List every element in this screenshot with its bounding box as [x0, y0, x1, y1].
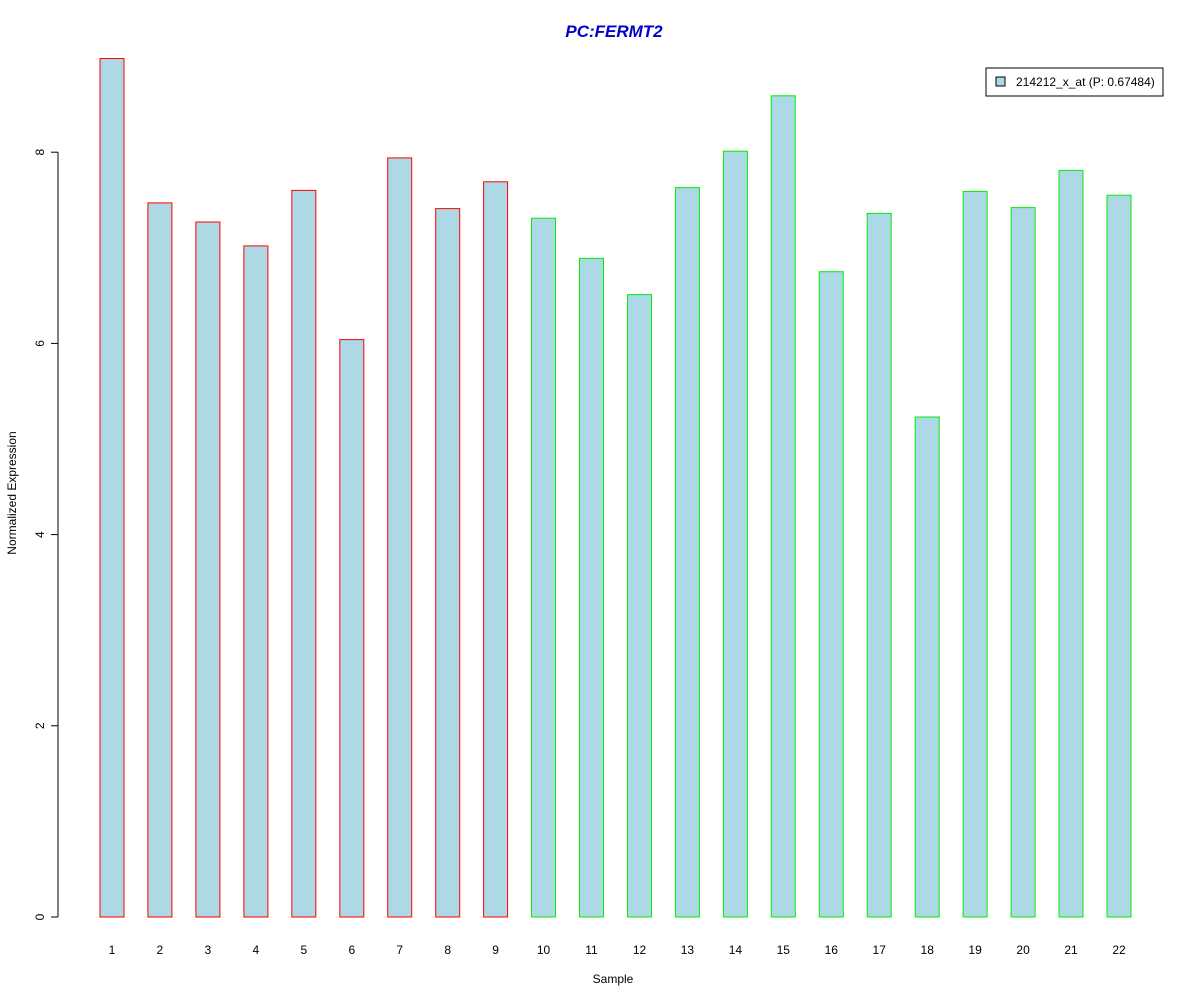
bar-sample-12: [627, 294, 652, 918]
x-tick-label: 12: [633, 943, 647, 957]
x-tick-label: 11: [585, 943, 598, 957]
x-axis-label: Sample: [593, 972, 634, 986]
bar-sample-15: [770, 95, 796, 918]
y-axis-label: Normalized Expression: [5, 431, 19, 554]
bar-sample-16: [818, 271, 844, 918]
bar-sample-5: [291, 189, 317, 918]
y-tick-label: 2: [33, 722, 47, 729]
y-tick-label: 0: [33, 913, 47, 920]
legend-swatch: [995, 76, 1006, 87]
x-tick-label: 19: [968, 943, 982, 957]
x-tick-label: 21: [1064, 943, 1078, 957]
y-tick-label: 8: [33, 149, 47, 156]
x-tick-label: 1: [109, 943, 116, 957]
bar-sample-10: [531, 217, 556, 918]
bar-sample-18: [914, 416, 940, 918]
x-tick-label: 8: [444, 943, 451, 957]
x-tick-label: 18: [921, 943, 935, 957]
bar-sample-17: [866, 212, 892, 918]
x-tick-label: 17: [873, 943, 887, 957]
bar-sample-8: [435, 208, 461, 918]
bar-sample-19: [962, 190, 988, 918]
bar-sample-21: [1058, 169, 1084, 918]
x-tick-label: 6: [348, 943, 355, 957]
y-axis: 0 2 4 6 8: [33, 149, 59, 920]
bar-sample-11: [579, 257, 604, 918]
chart-title: PC:FERMT2: [565, 22, 663, 41]
bar-sample-1: [99, 58, 125, 918]
bar-sample-2: [147, 202, 173, 918]
x-tick-label: 13: [681, 943, 695, 957]
legend: 214212_x_at (P: 0.67484): [985, 67, 1164, 97]
bar-sample-4: [243, 245, 269, 918]
x-tick-label: 15: [777, 943, 791, 957]
legend-label: 214212_x_at (P: 0.67484): [1016, 75, 1155, 89]
y-tick-label: 4: [33, 531, 47, 538]
x-tick-label: 3: [205, 943, 212, 957]
x-tick-label: 22: [1112, 943, 1126, 957]
bar-sample-9: [483, 181, 509, 918]
y-tick-label: 6: [33, 340, 47, 347]
bar-sample-14: [722, 150, 748, 918]
x-tick-labels: 1 2 3 4 5 6 7 8 9 10 11 12 13 14 15 16 17 18 19 20 21 22: [109, 943, 1126, 957]
bars: [99, 58, 1132, 918]
x-tick-label: 14: [729, 943, 743, 957]
bar-sample-20: [1010, 207, 1036, 918]
bar-sample-6: [339, 339, 365, 918]
x-tick-label: 7: [396, 943, 403, 957]
x-tick-label: 20: [1016, 943, 1030, 957]
x-tick-label: 5: [300, 943, 307, 957]
bar-sample-7: [387, 157, 413, 918]
x-tick-label: 10: [537, 943, 551, 957]
x-tick-label: 2: [157, 943, 164, 957]
legend-box: [985, 67, 1164, 97]
bar-sample-22: [1106, 194, 1132, 918]
x-tick-label: 9: [492, 943, 499, 957]
bar-sample-3: [195, 221, 221, 918]
bar-sample-13: [674, 187, 700, 918]
x-tick-label: 4: [253, 943, 260, 957]
x-tick-label: 16: [825, 943, 839, 957]
